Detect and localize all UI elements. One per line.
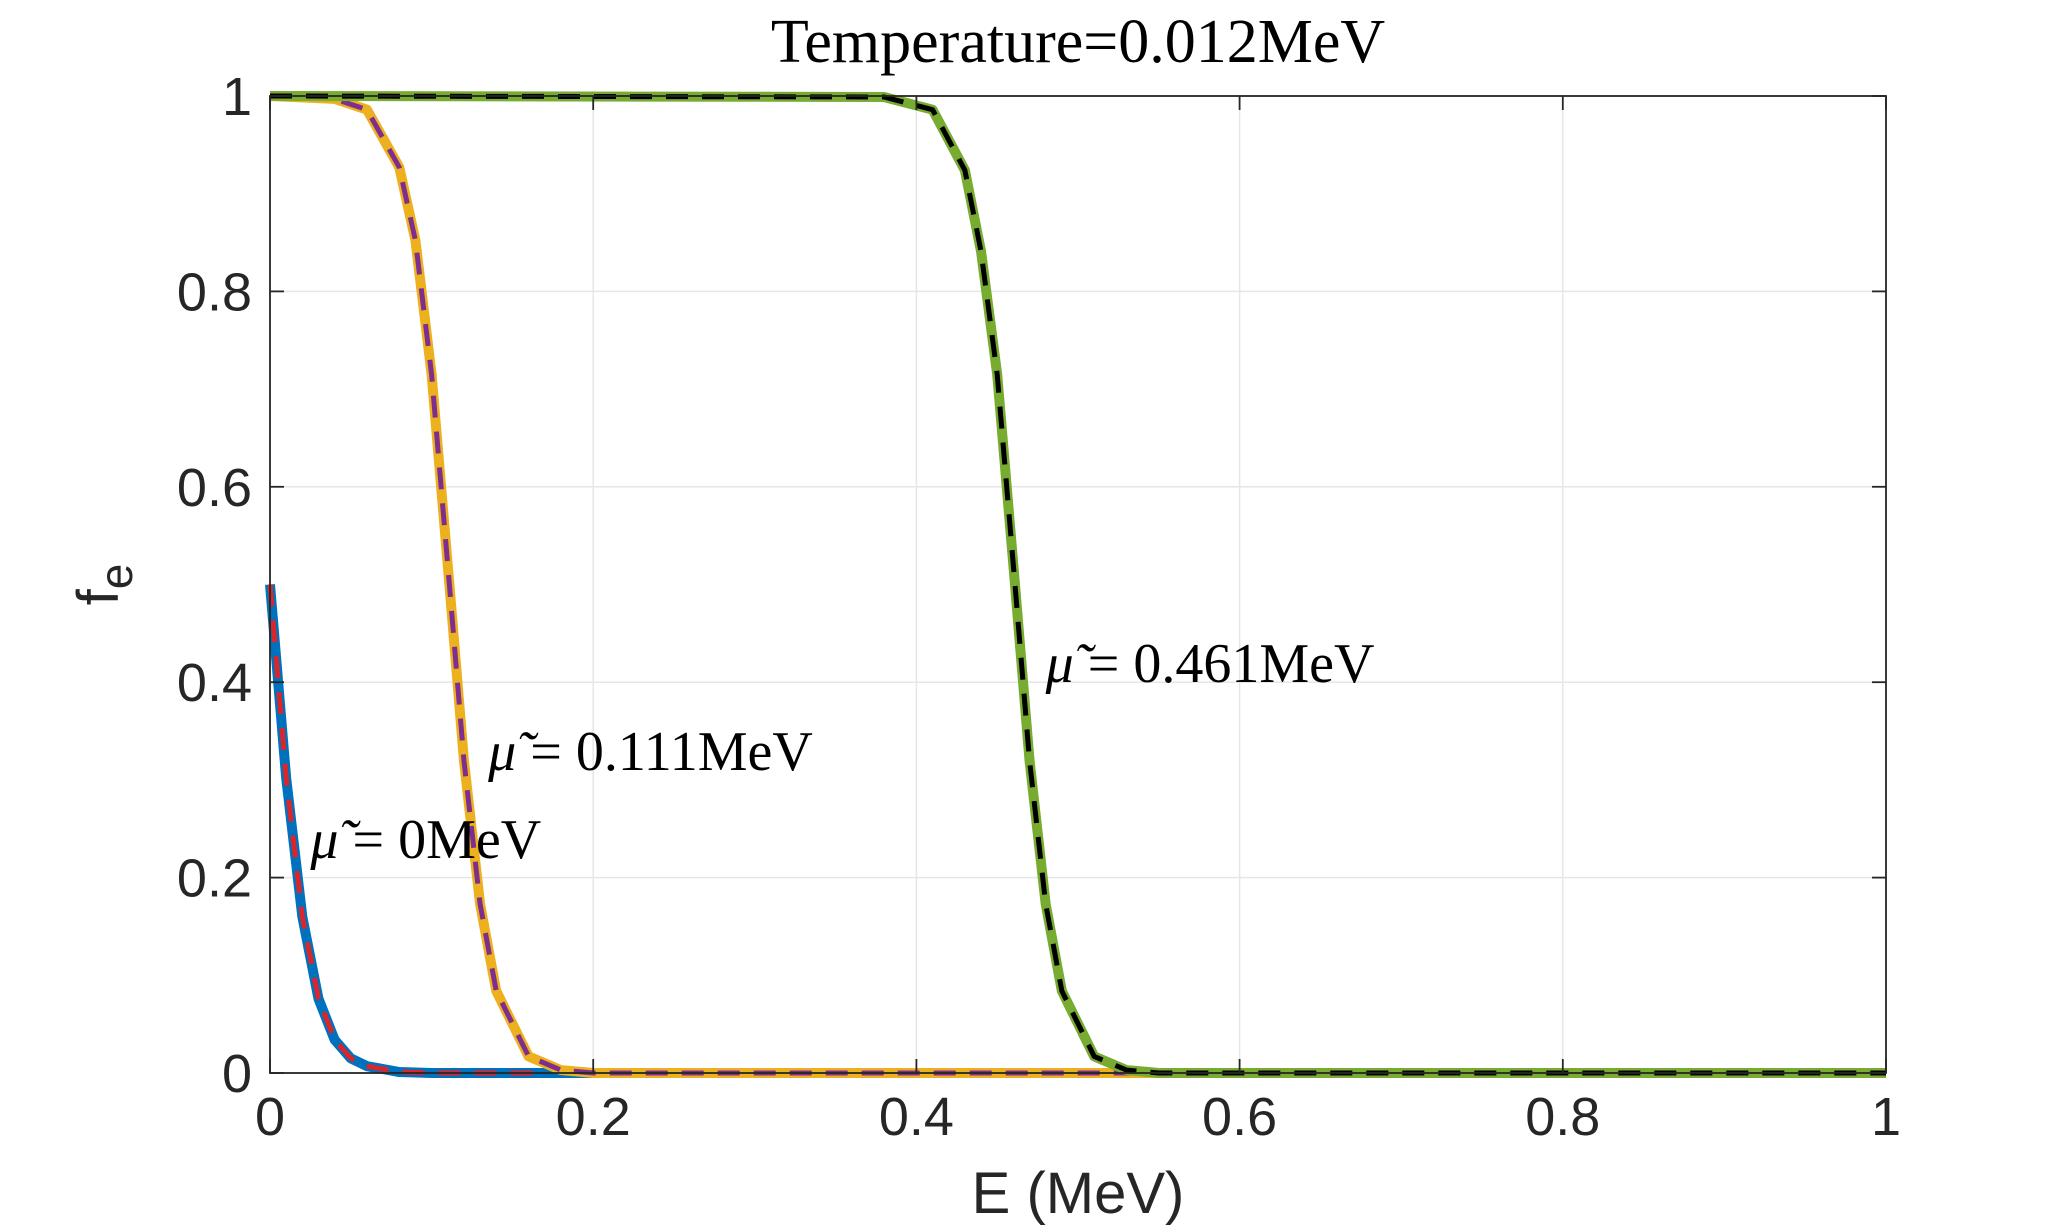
y-tick-label: 0.4	[177, 653, 252, 713]
chart-title: Temperature=0.012MeV	[771, 8, 1385, 76]
y-axis-label-subscript: e	[90, 564, 142, 590]
y-tick-label: 0.6	[177, 458, 252, 518]
axes-background	[270, 96, 1886, 1073]
y-axis-label: fe	[66, 564, 142, 606]
svg-text:fe: fe	[66, 564, 142, 606]
annotation-value: = 0MeV	[339, 809, 542, 871]
series-line-6	[269, 93, 1886, 1076]
annotation-value: = 0.111MeV	[516, 721, 813, 783]
x-tick-label: 0.4	[879, 1087, 954, 1147]
y-tick-label: 0	[222, 1044, 252, 1104]
x-tick-label: 1	[1871, 1087, 1901, 1147]
axes-frame	[269, 95, 1887, 1074]
x-axis-label: E (MeV)	[972, 1161, 1185, 1226]
annotation-value: = 0.461MeV	[1074, 633, 1375, 695]
x-tick-label: 0.2	[556, 1087, 631, 1147]
x-tick-label: 0.6	[1202, 1087, 1277, 1147]
curve-annotation-3: μ̃ = 0.461MeV	[1045, 633, 1375, 695]
x-tick-label: 0	[255, 1087, 285, 1147]
plot-area: 0 0.2 0.4 0.6 0.8 1 0 0.2 0.4 0.6 0.8 1 μ̃ = 0MeV μ̃ …	[177, 67, 1901, 1147]
series-line-4	[269, 93, 1886, 1076]
curve-annotation-1: μ̃ = 0MeV	[309, 809, 541, 871]
y-tick-label: 0.2	[177, 849, 252, 909]
y-axis-label-main: f	[66, 588, 131, 605]
y-tick-label: 0.8	[177, 262, 252, 322]
y-tick-label: 1	[222, 67, 252, 127]
curve-annotation-2: μ̃ = 0.111MeV	[487, 721, 813, 783]
x-tick-label: 0.8	[1525, 1087, 1600, 1147]
